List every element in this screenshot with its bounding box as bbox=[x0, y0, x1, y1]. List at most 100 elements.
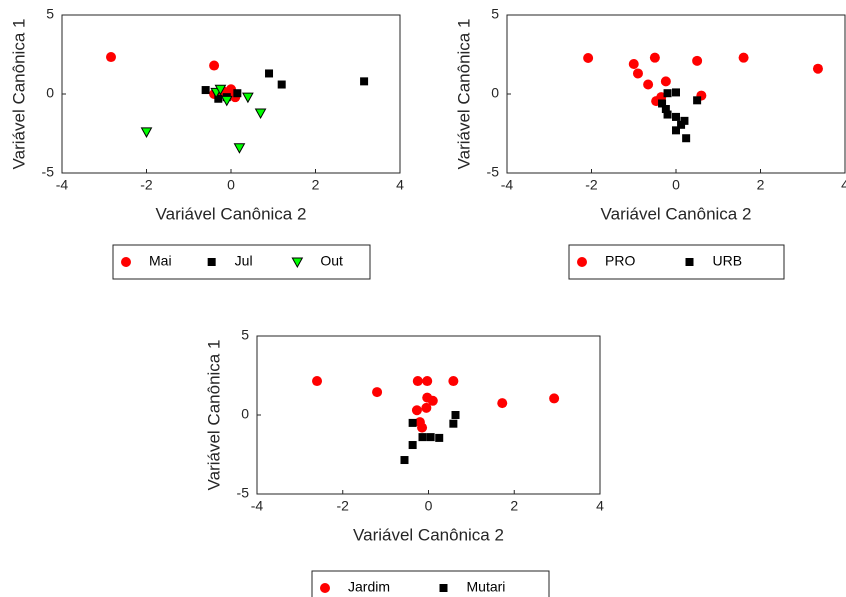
y-tick-label: 5 bbox=[46, 6, 54, 22]
point bbox=[661, 105, 670, 114]
legend-marker bbox=[291, 257, 304, 269]
legend-marker bbox=[320, 583, 330, 593]
point bbox=[426, 433, 435, 442]
y-tick-label: 0 bbox=[241, 406, 249, 422]
point bbox=[422, 376, 433, 387]
point bbox=[672, 126, 680, 135]
point bbox=[692, 55, 703, 66]
point bbox=[412, 376, 423, 387]
point bbox=[680, 116, 689, 125]
x-tick-label: 2 bbox=[757, 177, 765, 193]
point bbox=[254, 108, 267, 119]
legend-box bbox=[311, 570, 550, 597]
point bbox=[233, 143, 246, 154]
x-tick-label: -2 bbox=[337, 498, 350, 514]
legend-marker bbox=[685, 258, 694, 266]
y-tick-label: 5 bbox=[491, 6, 499, 22]
x-tick-label: 4 bbox=[396, 177, 404, 193]
legend-label: PRO bbox=[605, 253, 635, 269]
subplot: -4 -2 0 2 4 -5 0 5 Variável Canônica 2 Variável C… bbox=[204, 327, 604, 597]
point bbox=[242, 92, 254, 104]
point bbox=[214, 84, 227, 96]
point bbox=[408, 441, 417, 450]
point bbox=[693, 96, 702, 105]
legend-marker bbox=[121, 257, 131, 267]
y-tick-label: 0 bbox=[46, 85, 54, 101]
point bbox=[106, 52, 117, 63]
point bbox=[421, 402, 432, 413]
point bbox=[649, 52, 660, 63]
legend-box bbox=[112, 244, 371, 280]
point bbox=[682, 134, 691, 143]
point bbox=[372, 387, 383, 398]
point bbox=[658, 99, 667, 108]
legend-label: Mai bbox=[149, 253, 172, 269]
point bbox=[417, 422, 428, 433]
x-axis-label: Variável Canônica 2 bbox=[601, 204, 752, 223]
x-axis-label: Variável Canônica 2 bbox=[156, 204, 307, 223]
x-tick-label: 0 bbox=[227, 177, 235, 193]
point bbox=[233, 89, 242, 98]
point bbox=[140, 127, 153, 138]
point bbox=[277, 80, 286, 89]
point bbox=[632, 68, 643, 79]
point bbox=[628, 58, 639, 69]
x-tick-label: 4 bbox=[841, 177, 846, 193]
y-axis-label: Variável Canônica 1 bbox=[9, 19, 28, 170]
point bbox=[201, 86, 210, 95]
point bbox=[214, 94, 223, 103]
point bbox=[643, 79, 654, 90]
y-tick-label: 0 bbox=[491, 85, 499, 101]
x-tick-label: 0 bbox=[425, 498, 433, 514]
point bbox=[549, 393, 560, 404]
legend-box bbox=[568, 244, 785, 280]
x-tick-label: -4 bbox=[56, 177, 69, 193]
point bbox=[427, 395, 438, 406]
x-axis-label: Variável Canônica 2 bbox=[353, 525, 504, 544]
x-tick-label: -2 bbox=[585, 177, 598, 193]
legend-marker bbox=[207, 258, 216, 266]
axes-box bbox=[506, 14, 846, 174]
subplot: -4 -2 0 2 4 -5 0 5 Variável Canônica 2 Variável C… bbox=[9, 6, 404, 280]
legend-marker bbox=[577, 257, 587, 267]
x-tick-label: 2 bbox=[312, 177, 320, 193]
point bbox=[408, 418, 417, 427]
point bbox=[411, 405, 422, 416]
axes-box bbox=[256, 335, 601, 495]
point bbox=[312, 376, 323, 387]
x-tick-label: -4 bbox=[251, 498, 264, 514]
point bbox=[672, 112, 680, 121]
point bbox=[583, 52, 594, 63]
x-tick-label: -2 bbox=[140, 177, 153, 193]
point bbox=[672, 88, 680, 97]
point bbox=[738, 52, 749, 63]
point bbox=[220, 95, 233, 107]
point bbox=[360, 77, 369, 86]
plot-area bbox=[257, 336, 600, 494]
subplot: -4 -2 0 2 4 -5 0 5 Variável Canônica 2 Variável C… bbox=[454, 6, 846, 280]
y-tick-label: 5 bbox=[241, 327, 249, 343]
legend-label: Jardim bbox=[348, 579, 390, 595]
point bbox=[812, 63, 823, 74]
legend-label: URB bbox=[713, 253, 743, 269]
point bbox=[497, 398, 508, 409]
x-tick-label: 0 bbox=[672, 177, 680, 193]
point bbox=[209, 60, 220, 71]
point bbox=[451, 411, 460, 419]
y-axis-label: Variável Canônica 1 bbox=[454, 19, 473, 170]
point bbox=[660, 76, 671, 87]
point bbox=[400, 456, 409, 465]
point bbox=[449, 419, 458, 428]
axes-box bbox=[61, 14, 401, 174]
legend-label: Mutari bbox=[467, 579, 506, 595]
y-axis-label: Variável Canônica 1 bbox=[204, 340, 223, 491]
x-tick-label: 4 bbox=[596, 498, 604, 514]
point bbox=[418, 433, 427, 442]
legend-label: Jul bbox=[235, 253, 253, 269]
point bbox=[663, 110, 672, 119]
point bbox=[435, 433, 444, 442]
point bbox=[663, 89, 672, 98]
legend-marker bbox=[439, 584, 448, 592]
